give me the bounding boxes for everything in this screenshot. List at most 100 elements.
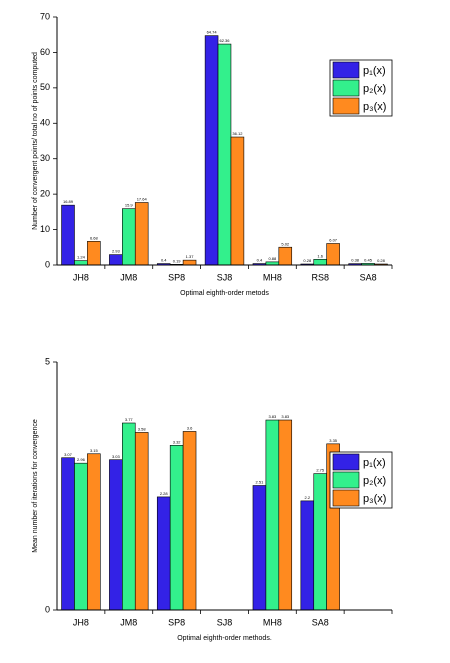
bar: [230, 136, 245, 266]
bar: [313, 259, 327, 266]
legend-label: p₃(x): [363, 493, 386, 505]
legend-swatch: [332, 97, 360, 115]
x-tick-label: SP8: [168, 617, 185, 627]
legend-swatch: [332, 471, 360, 489]
bar: [156, 496, 171, 611]
value-label: 3.07: [64, 452, 73, 457]
x-tick-label: MH8: [263, 272, 282, 282]
bar: [87, 241, 101, 266]
x-tick-label: JH8: [73, 272, 89, 282]
y-tick-label: 30: [40, 153, 50, 163]
x-tick-label: SP8: [168, 272, 185, 282]
bar: [252, 485, 267, 611]
legend-swatch: [332, 61, 360, 79]
x-tick-label: JM8: [120, 617, 137, 627]
x-tick-label: SJ8: [217, 617, 233, 627]
value-label: 6.68: [90, 235, 99, 240]
y-tick-label: 0: [45, 604, 50, 614]
value-label: 0.4: [161, 258, 167, 263]
bar: [182, 431, 197, 611]
bar: [278, 419, 293, 611]
y-tick-label: 5: [45, 356, 50, 366]
bar: [61, 204, 75, 266]
value-label: 64.74: [207, 30, 218, 35]
bar: [204, 35, 219, 266]
value-label: 2.93: [112, 249, 121, 254]
bar: [109, 254, 123, 266]
y-tick-label: 50: [40, 82, 50, 92]
value-label: 17.64: [137, 197, 148, 202]
value-label: 15.9: [125, 203, 134, 208]
value-label: 0.38: [351, 258, 360, 263]
bar: [265, 419, 280, 611]
value-label: 1.37: [186, 254, 195, 259]
value-label: 0.45: [364, 257, 373, 262]
legend-swatch: [332, 453, 360, 471]
value-label: 1.24: [77, 255, 86, 260]
value-label: 36.12: [232, 131, 243, 136]
legend-swatch: [332, 79, 360, 97]
legend-label: p₂(x): [363, 475, 386, 487]
value-label: 3.83: [281, 414, 290, 419]
value-label: 3.77: [125, 417, 134, 422]
x-tick-label: JH8: [73, 617, 89, 627]
value-label: 5.02: [281, 241, 290, 246]
bar: [182, 259, 197, 266]
bar: [74, 260, 88, 266]
bar: [134, 202, 149, 266]
bar: [87, 453, 101, 611]
x-tick-label: SJ8: [217, 272, 233, 282]
value-label: 2.2: [305, 495, 311, 500]
x-axis-label: Optimal eighth-order methods.: [177, 635, 272, 642]
value-label: 3.58: [138, 426, 147, 431]
bar: [326, 243, 340, 266]
value-label: 3.35: [329, 438, 338, 443]
value-label: 62.36: [219, 38, 230, 43]
value-label: 0.19: [173, 258, 182, 263]
y-tick-label: 70: [40, 11, 50, 21]
bar: [61, 457, 75, 611]
value-label: 3.03: [112, 454, 121, 459]
value-label: 6.07: [329, 238, 338, 243]
x-tick-label: RS8: [311, 272, 329, 282]
legend-label: p₂(x): [363, 83, 386, 95]
value-label: 2.96: [77, 457, 86, 462]
value-label: 1.6: [317, 253, 323, 258]
x-tick-label: JM8: [120, 272, 137, 282]
y-axis-label: Mean number of iterations for convergenc…: [32, 419, 39, 553]
value-label: 2.28: [160, 491, 169, 496]
bar: [74, 462, 88, 611]
y-tick-label: 10: [40, 224, 50, 234]
value-label: 3.83: [268, 414, 277, 419]
value-label: 0.88: [268, 256, 277, 261]
bar: [313, 473, 327, 611]
bar: [300, 500, 315, 611]
y-tick-label: 20: [40, 189, 50, 199]
value-label: 0.28: [377, 258, 386, 263]
bar: [217, 43, 232, 266]
x-axis-label: Optimal eighth-order metods: [180, 290, 269, 297]
bar: [134, 432, 149, 611]
value-label: 0.28: [303, 258, 312, 263]
x-tick-label: SA8: [312, 617, 329, 627]
value-label: 0.4: [257, 258, 263, 263]
value-label: 3.6: [187, 426, 193, 431]
bar: [122, 208, 136, 266]
legend-swatch: [332, 489, 360, 507]
y-tick-label: 60: [40, 47, 50, 57]
legend-label: p₁(x): [363, 457, 386, 469]
bar: [169, 445, 184, 611]
x-tick-label: SA8: [360, 272, 377, 282]
x-tick-label: MH8: [263, 617, 282, 627]
bar: [122, 422, 136, 611]
legend-label: p₁(x): [363, 65, 386, 77]
bar: [109, 459, 123, 611]
y-tick-label: 0: [45, 259, 50, 269]
bar: [278, 246, 293, 266]
value-label: 3.32: [173, 439, 182, 444]
y-tick-label: 40: [40, 118, 50, 128]
value-label: 16.89: [63, 199, 74, 204]
y-axis-label: Number of convergent points/ total no of…: [32, 52, 39, 230]
